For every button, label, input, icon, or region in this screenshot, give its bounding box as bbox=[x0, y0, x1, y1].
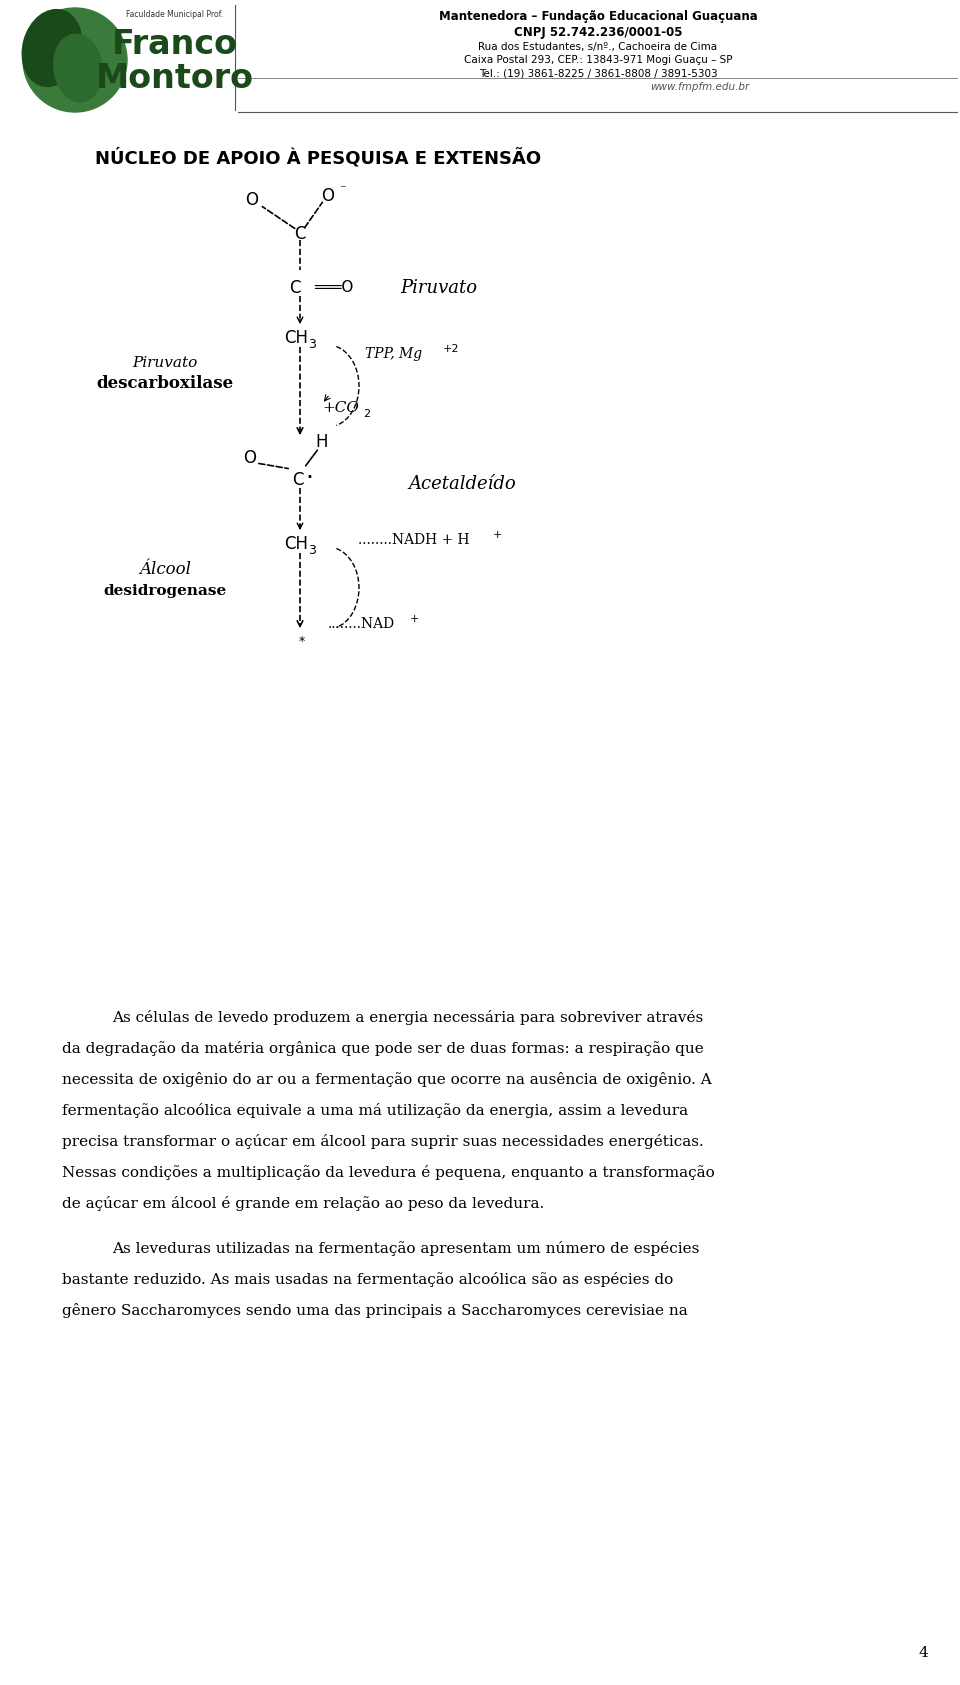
Ellipse shape bbox=[22, 10, 82, 86]
Text: C: C bbox=[292, 472, 303, 489]
Text: CH: CH bbox=[284, 329, 308, 347]
Text: www.fmpfm.edu.br: www.fmpfm.edu.br bbox=[650, 83, 750, 93]
Text: CH: CH bbox=[284, 536, 308, 553]
Text: Montoro: Montoro bbox=[96, 62, 254, 94]
Text: Álcool: Álcool bbox=[139, 561, 191, 578]
Text: gênero Saccharomyces sendo uma das principais a Saccharomyces cerevisiae na: gênero Saccharomyces sendo uma das princ… bbox=[62, 1303, 687, 1318]
Text: H: H bbox=[316, 433, 328, 452]
Text: As células de levedo produzem a energia necessária para sobreviver através: As células de levedo produzem a energia … bbox=[112, 1009, 704, 1024]
Text: de açúcar em álcool é grande em relação ao peso da levedura.: de açúcar em álcool é grande em relação … bbox=[62, 1196, 544, 1212]
Text: Tel.: (19) 3861-8225 / 3861-8808 / 3891-5303: Tel.: (19) 3861-8225 / 3861-8808 / 3891-… bbox=[479, 67, 717, 78]
Text: O: O bbox=[322, 187, 334, 206]
Ellipse shape bbox=[54, 34, 102, 101]
Circle shape bbox=[23, 8, 127, 111]
Text: 3: 3 bbox=[308, 544, 316, 556]
Text: ·: · bbox=[305, 467, 313, 490]
Text: *: * bbox=[299, 635, 305, 647]
Text: fermentação alcoólica equivale a uma má utilização da energia, assim a levedura: fermentação alcoólica equivale a uma má … bbox=[62, 1104, 688, 1119]
Text: +: + bbox=[410, 613, 420, 623]
Text: 4: 4 bbox=[919, 1646, 928, 1660]
Text: CNPJ 52.742.236/0001-05: CNPJ 52.742.236/0001-05 bbox=[514, 25, 683, 39]
Text: TPP, Mg: TPP, Mg bbox=[365, 347, 422, 361]
Text: +2: +2 bbox=[443, 344, 460, 354]
Text: Piruvato: Piruvato bbox=[400, 280, 477, 297]
Text: O: O bbox=[244, 448, 256, 467]
Text: Rua dos Estudantes, s/nº., Cachoeira de Cima: Rua dos Estudantes, s/nº., Cachoeira de … bbox=[478, 42, 717, 52]
Text: Franco: Franco bbox=[112, 29, 238, 61]
Text: da degradação da matéria orgânica que pode ser de duas formas: a respiração que: da degradação da matéria orgânica que po… bbox=[62, 1041, 704, 1056]
Text: 3: 3 bbox=[308, 337, 316, 350]
Text: ⁻: ⁻ bbox=[339, 184, 346, 197]
Text: ═══O: ═══O bbox=[314, 280, 353, 295]
Text: desidrogenase: desidrogenase bbox=[104, 585, 227, 598]
Text: As leveduras utilizadas na fermentação apresentam um número de espécies: As leveduras utilizadas na fermentação a… bbox=[112, 1240, 700, 1255]
Text: ........NADH + H: ........NADH + H bbox=[358, 532, 469, 548]
Text: Mantenedora – Fundação Educacional Guaçuana: Mantenedora – Fundação Educacional Guaçu… bbox=[439, 10, 757, 24]
Text: necessita de oxigênio do ar ou a fermentação que ocorre na ausência de oxigênio.: necessita de oxigênio do ar ou a ferment… bbox=[62, 1072, 711, 1087]
Text: ........NAD: ........NAD bbox=[328, 617, 396, 630]
Text: C: C bbox=[295, 226, 305, 243]
Text: +: + bbox=[493, 531, 502, 539]
Text: Caixa Postal 293, CEP.: 13843-971 Mogi Guaçu – SP: Caixa Postal 293, CEP.: 13843-971 Mogi G… bbox=[464, 56, 732, 66]
Text: NÚCLEO DE APOIO À PESQUISA E EXTENSÃO: NÚCLEO DE APOIO À PESQUISA E EXTENSÃO bbox=[95, 148, 541, 167]
Text: 2: 2 bbox=[363, 409, 371, 420]
Text: +CO: +CO bbox=[322, 401, 359, 415]
Text: Acetaldeído: Acetaldeído bbox=[408, 475, 516, 494]
Text: bastante reduzido. As mais usadas na fermentação alcoólica são as espécies do: bastante reduzido. As mais usadas na fer… bbox=[62, 1272, 673, 1287]
Text: O: O bbox=[246, 190, 258, 209]
Text: precisa transformar o açúcar em álcool para suprir suas necessidades energéticas: precisa transformar o açúcar em álcool p… bbox=[62, 1134, 704, 1149]
Text: C: C bbox=[289, 280, 300, 297]
Text: Piruvato: Piruvato bbox=[132, 356, 198, 371]
Text: Faculdade Municipal Prof.: Faculdade Municipal Prof. bbox=[127, 10, 224, 19]
Text: Nessas condições a multiplicação da levedura é pequena, enquanto a transformação: Nessas condições a multiplicação da leve… bbox=[62, 1164, 715, 1179]
Text: descarboxilase: descarboxilase bbox=[96, 376, 233, 393]
